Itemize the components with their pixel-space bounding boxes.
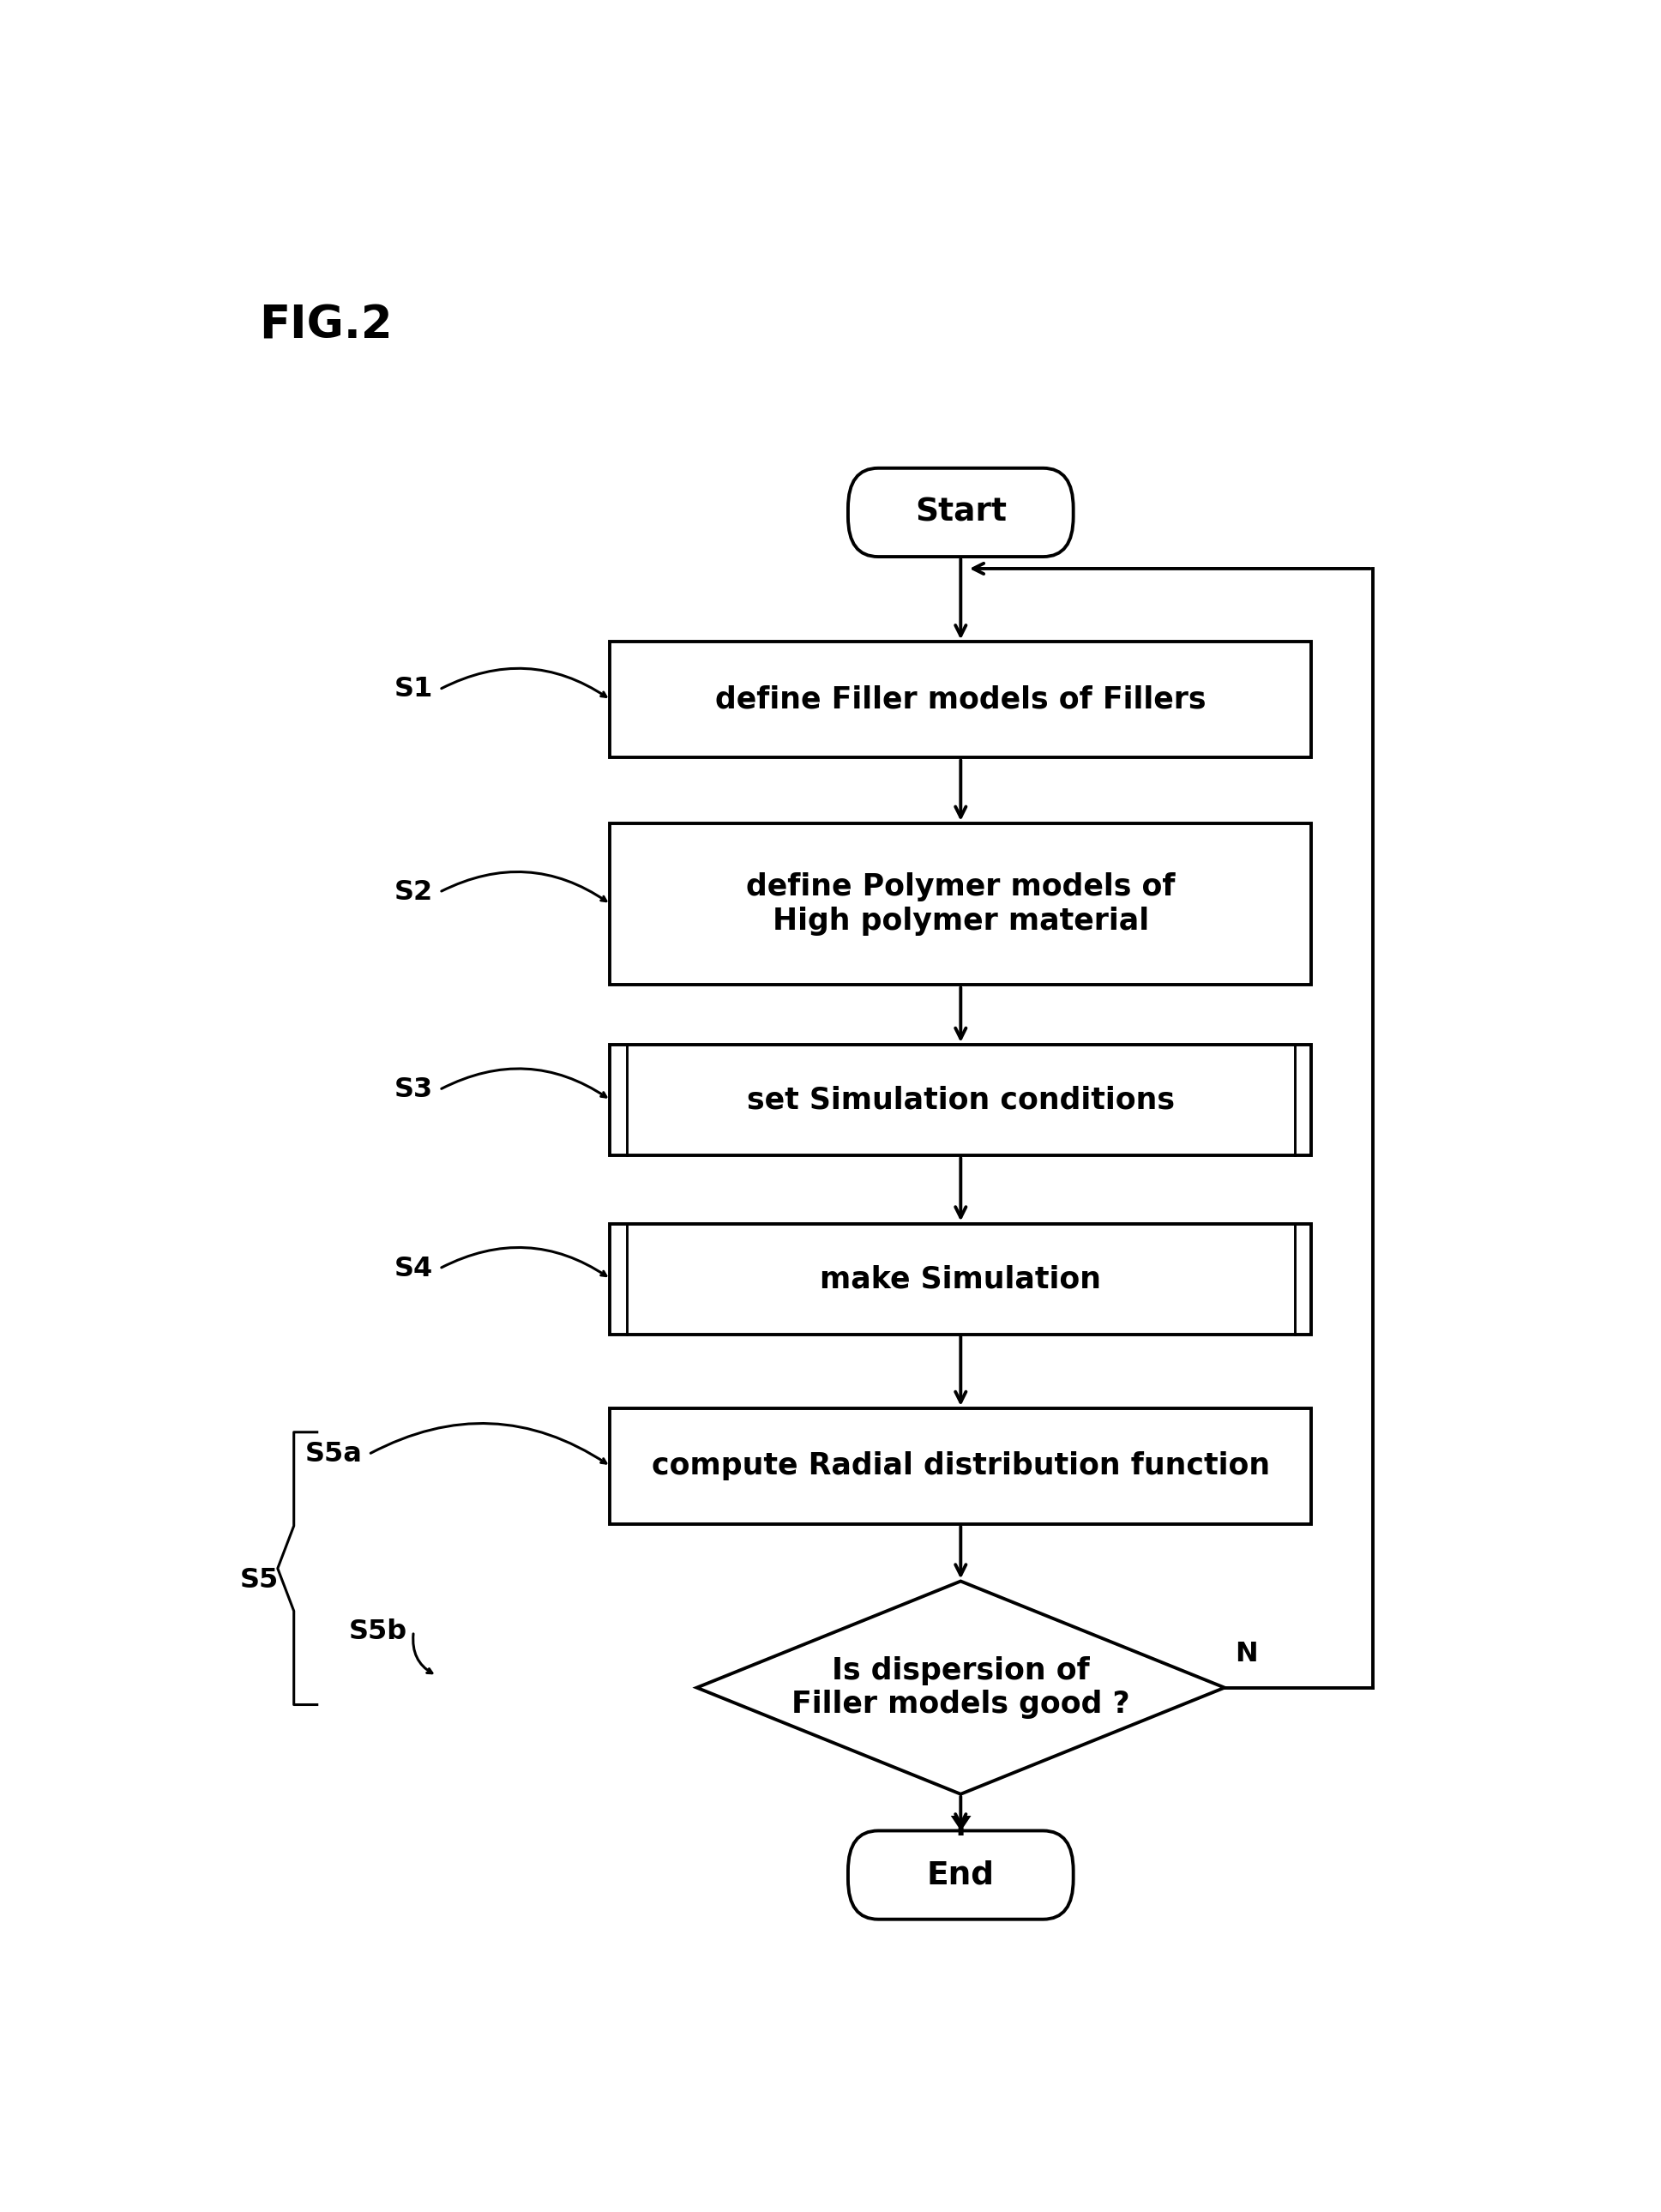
Text: set Simulation conditions: set Simulation conditions: [747, 1086, 1174, 1115]
Polygon shape: [698, 1582, 1224, 1794]
Text: compute Radial distribution function: compute Radial distribution function: [651, 1451, 1271, 1480]
Text: S5a: S5a: [304, 1440, 362, 1467]
Text: define Filler models of Fillers: define Filler models of Fillers: [716, 686, 1206, 714]
Text: S1: S1: [394, 677, 434, 703]
Bar: [610, 641, 1312, 759]
Text: End: End: [927, 1860, 995, 1891]
Text: Start: Start: [915, 498, 1007, 529]
Text: S5: S5: [239, 1566, 279, 1593]
Text: S3: S3: [394, 1077, 434, 1104]
Text: Y: Y: [950, 1814, 970, 1840]
Text: N: N: [1234, 1641, 1257, 1668]
Bar: [610, 1044, 1312, 1155]
Text: define Polymer models of
High polymer material: define Polymer models of High polymer ma…: [746, 874, 1176, 936]
Text: Is dispersion of
Filler models good ?: Is dispersion of Filler models good ?: [792, 1657, 1129, 1719]
Text: FIG.2: FIG.2: [259, 303, 392, 347]
FancyBboxPatch shape: [849, 469, 1073, 557]
FancyBboxPatch shape: [849, 1832, 1073, 1920]
Bar: [610, 823, 1312, 984]
Text: S4: S4: [394, 1256, 434, 1283]
Text: make Simulation: make Simulation: [821, 1265, 1101, 1294]
Text: S5b: S5b: [349, 1619, 407, 1646]
Text: S2: S2: [394, 878, 434, 905]
Bar: [610, 1409, 1312, 1524]
Bar: [610, 1223, 1312, 1334]
